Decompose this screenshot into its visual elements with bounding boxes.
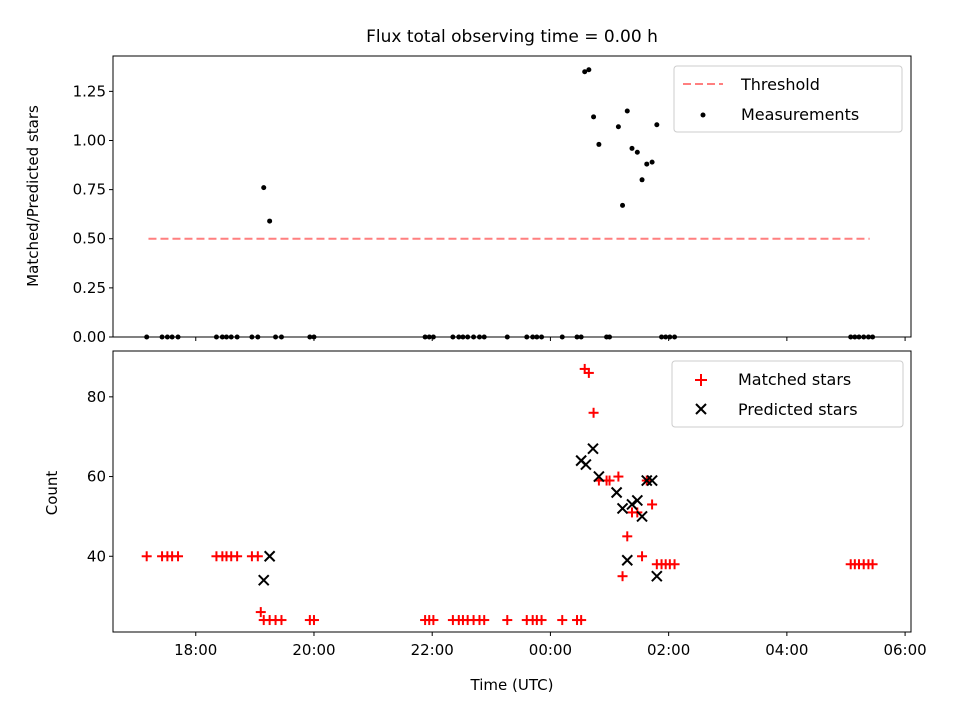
matched-stars-point — [604, 475, 615, 486]
measurements-point — [267, 218, 273, 224]
matched-stars-point — [576, 615, 587, 626]
y-tick-label: 1.00 — [73, 131, 106, 149]
y-tick-label: 0.00 — [73, 328, 106, 346]
y-tick-label: 80 — [87, 388, 106, 406]
x-tick-label: 02:00 — [647, 641, 690, 659]
matched-stars-point — [173, 551, 184, 562]
matched-stars-point — [647, 499, 658, 510]
matched-stars-point — [583, 367, 594, 378]
predicted-stars-legend-swatch — [695, 403, 707, 415]
measurements-point — [582, 69, 588, 75]
star-count-legend: Matched stars Predicted stars — [671, 360, 904, 428]
flux-ratio-x-axis — [195, 337, 906, 341]
x-tick-label: 18:00 — [174, 641, 217, 659]
measurements-point — [615, 124, 621, 130]
measurements-point — [261, 185, 267, 191]
matched-stars-point — [428, 615, 439, 626]
measurements-point — [629, 145, 635, 151]
predicted-stars-point — [593, 470, 605, 483]
x-tick-label: 04:00 — [765, 641, 808, 659]
matched-stars-point — [622, 531, 633, 542]
predicted-stars-point — [610, 486, 623, 499]
x-tick-label: 06:00 — [883, 641, 926, 659]
matched-stars-legend-label: Matched stars — [738, 370, 851, 389]
predicted-stars-point — [646, 474, 658, 487]
matched-stars-point — [588, 407, 599, 418]
predicted-stars-point — [263, 550, 276, 562]
predicted-stars-point — [616, 502, 629, 515]
matched-stars-point — [669, 559, 680, 570]
measurements-point — [639, 177, 645, 183]
predicted-stars-point — [636, 510, 648, 523]
predicted-stars-point — [651, 570, 663, 582]
matched-stars-point — [502, 615, 513, 626]
y-tick-label: 40 — [87, 547, 106, 565]
matched-stars-point — [557, 615, 568, 626]
measurements-point — [620, 202, 626, 208]
matched-stars-point — [141, 551, 152, 562]
measurements-point — [654, 122, 660, 128]
flux-ratio-legend: Threshold Measurements — [673, 65, 903, 133]
matched-stars-point — [308, 615, 319, 626]
predicted-stars-point — [587, 442, 599, 455]
measurements-legend-swatch — [700, 112, 706, 118]
y-tick-label: 1.25 — [73, 82, 106, 100]
y-tick-label: 0.25 — [73, 279, 106, 297]
chart-title: Flux total observing time = 0.00 h — [366, 27, 658, 47]
star-count-y-axis-label: Count — [43, 471, 61, 516]
star-count-y-axis: 40 60 80 — [87, 388, 113, 565]
measurements-point — [634, 149, 640, 155]
x-tick-label: 20:00 — [292, 641, 335, 659]
star-count-axes-frame — [112, 350, 912, 633]
star-count-plot-area — [141, 363, 878, 626]
flux-ratio-panel: Flux total observing time = 0.00 h 0.000… — [24, 27, 912, 346]
x-tick-label: 00:00 — [529, 641, 572, 659]
predicted-stars-point — [580, 458, 592, 471]
flux-ratio-y-axis-label: Matched/Predicted stars — [24, 105, 42, 287]
predicted-stars-point — [621, 554, 633, 566]
measurements-point — [591, 114, 597, 120]
matched-stars-legend-swatch — [695, 374, 707, 386]
measurements-point — [596, 141, 602, 147]
measurements-point — [624, 108, 630, 114]
y-tick-label: 0.75 — [73, 181, 106, 199]
y-tick-label: 0.50 — [73, 230, 106, 248]
flux-ratio-plot-area — [144, 67, 876, 340]
predicted-stars-point — [631, 494, 644, 507]
predicted-stars-legend-label: Predicted stars — [738, 400, 858, 419]
matched-stars-point — [613, 471, 624, 482]
measurements-legend-label: Measurements — [741, 105, 859, 124]
flux-ratio-axes-frame — [112, 55, 912, 338]
matched-stars-point — [255, 607, 266, 618]
matched-stars-point — [252, 551, 263, 562]
matched-stars-point — [617, 571, 628, 582]
y-tick-label: 60 — [87, 468, 106, 486]
threshold-legend-label: Threshold — [740, 75, 820, 94]
predicted-stars-point — [258, 574, 270, 586]
star-count-x-axis: 18:00 20:00 22:00 00:00 02:00 04:00 06:00 — [174, 632, 927, 659]
matched-stars-point — [536, 615, 547, 626]
flux-ratio-y-axis: 0.00 0.25 0.50 0.75 1.00 1.25 — [73, 82, 113, 346]
matched-stars-point — [276, 615, 287, 626]
star-count-panel: 40 60 80 18:00 20:00 22:00 00:00 02:00 04:00 06:… — [43, 350, 927, 694]
measurements-point — [644, 161, 650, 167]
matched-stars-point — [479, 615, 490, 626]
star-count-x-axis-label: Time (UTC) — [470, 676, 554, 694]
measurements-point — [649, 159, 655, 165]
matched-stars-point — [232, 551, 243, 562]
measurements-point — [586, 67, 592, 73]
x-tick-label: 22:00 — [411, 641, 454, 659]
matched-stars-point — [867, 559, 878, 570]
matched-stars-point — [637, 551, 648, 562]
